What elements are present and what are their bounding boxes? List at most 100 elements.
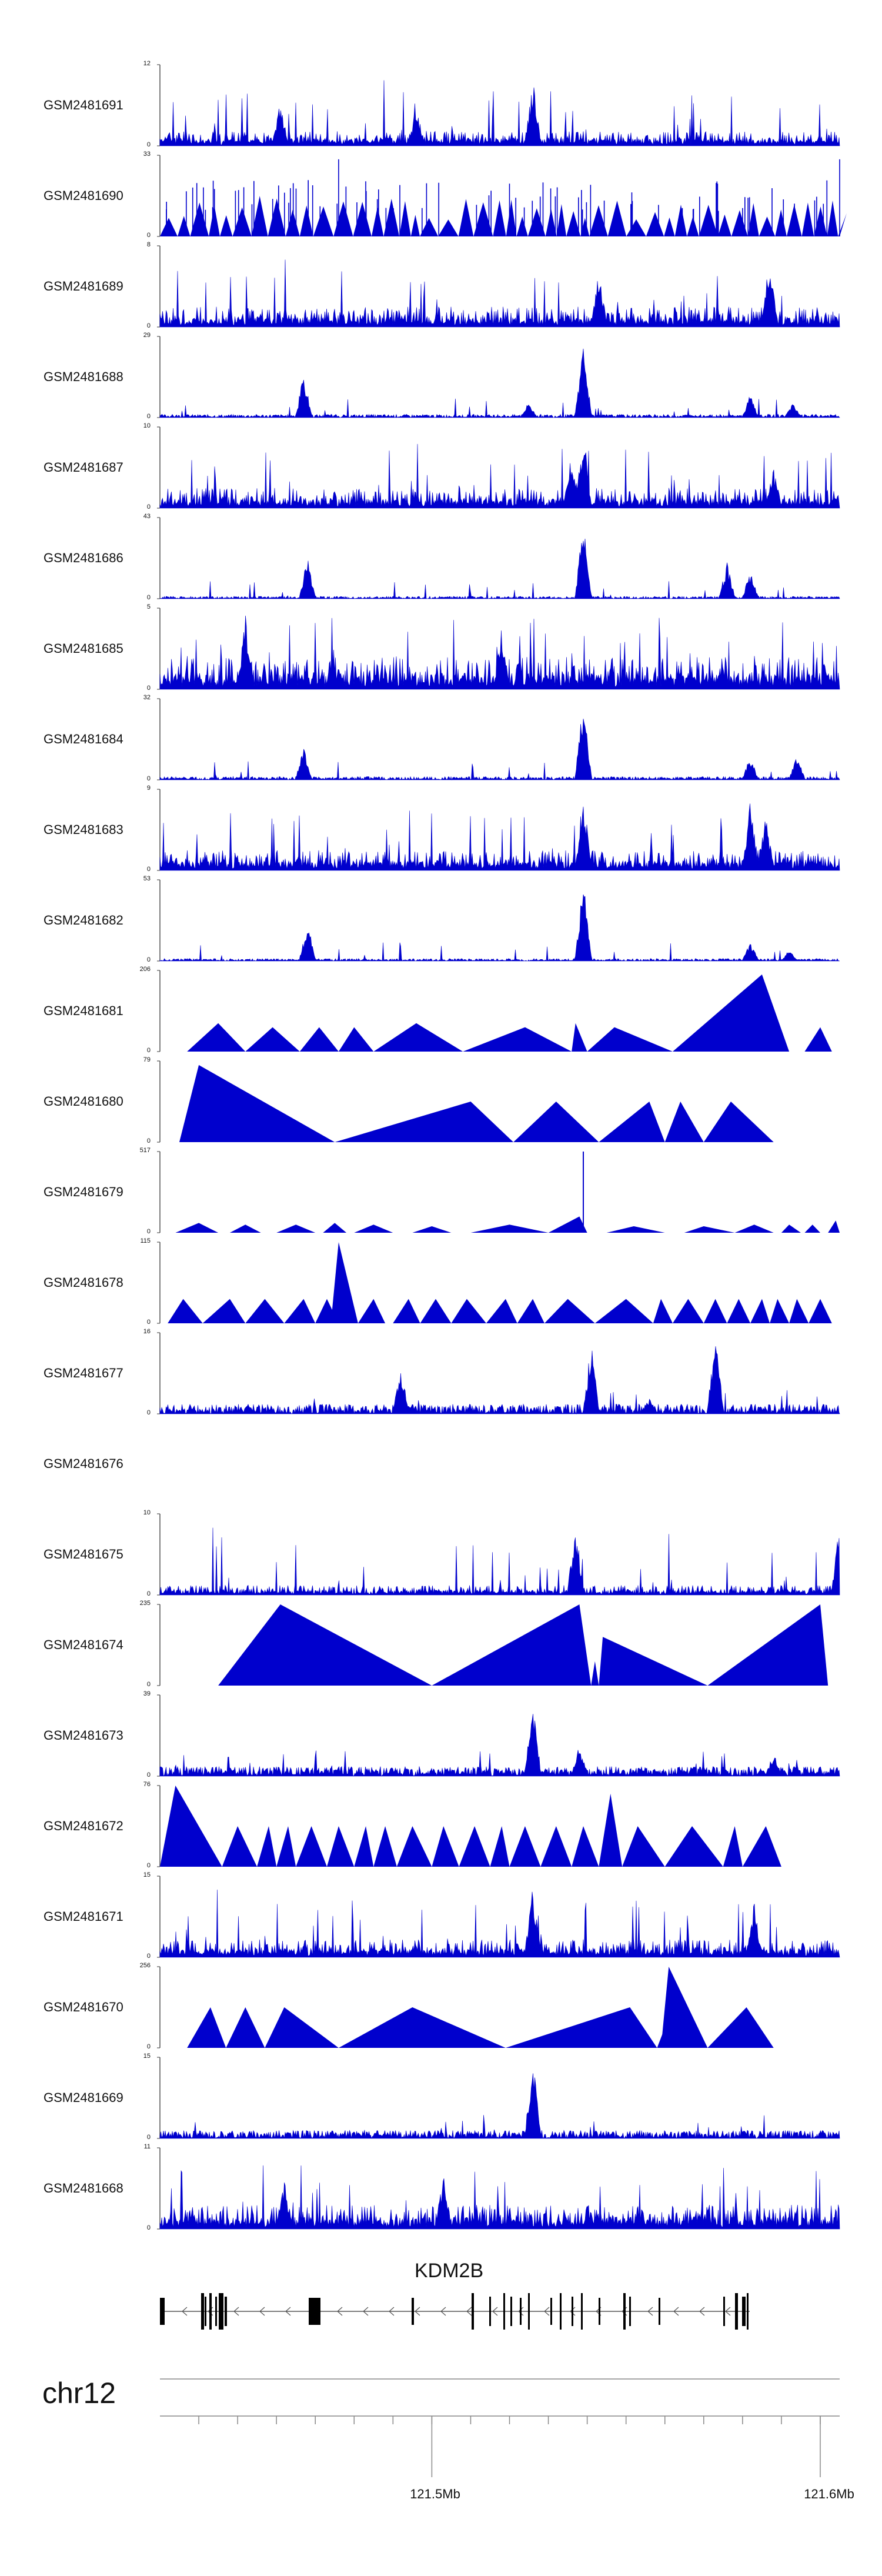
coverage-segment: [451, 1299, 486, 1323]
track-label: GSM2481691: [44, 98, 123, 112]
track-GSM2481684: [157, 698, 840, 780]
track-GSM2481691: [157, 64, 840, 146]
exon: [572, 2297, 573, 2326]
coverage-segment: [459, 1826, 490, 1867]
track-GSM2481679: [157, 1151, 840, 1233]
coverage-segment: [354, 1826, 374, 1867]
coverage-segment: [599, 1102, 665, 1142]
coverage-segment: [828, 1220, 840, 1233]
coverage-segment: [284, 1299, 316, 1323]
y-tick-max: 33: [143, 151, 151, 158]
coverage-segment: [296, 1826, 327, 1867]
coverage-spikes: [166, 159, 840, 236]
strand-arrow: [259, 2307, 265, 2316]
coverage-segment: [463, 1027, 572, 1052]
coverage-segment: [490, 1826, 510, 1867]
coverage-segment: [338, 2007, 506, 2048]
coverage-segment: [703, 1299, 727, 1323]
coverage-area: [159, 1346, 840, 1415]
coverage-area: [159, 1714, 840, 1777]
coverage-segment: [245, 1299, 285, 1323]
strand-arrow: [699, 2307, 705, 2316]
coverage-segment: [734, 1224, 774, 1233]
coverage-segment: [470, 1224, 549, 1233]
track-label: GSM2481687: [44, 460, 123, 475]
y-tick-zero: 0: [146, 1771, 151, 1778]
coverage-segment: [160, 1786, 222, 1867]
y-tick-zero: 0: [146, 2134, 151, 2141]
coverage-segment: [229, 1224, 261, 1233]
strand-arrow: [570, 2307, 576, 2316]
coverage-segment: [661, 1967, 708, 2048]
track-label: GSM2481681: [44, 1003, 123, 1018]
y-tick-zero: 0: [146, 413, 151, 420]
exon: [215, 2297, 217, 2326]
coverage-segment: [218, 1604, 432, 1686]
coverage-segment: [175, 1223, 219, 1233]
track-GSM2481673: [157, 1694, 840, 1777]
coverage-segment: [591, 1661, 599, 1686]
coverage-segment: [187, 1023, 246, 1052]
strand-arrow: [725, 2307, 731, 2316]
coverage-segment: [276, 1224, 316, 1233]
coverage-segment: [599, 1637, 708, 1686]
y-tick-zero: 0: [146, 685, 151, 692]
track-label: GSM2481683: [44, 822, 123, 837]
coverage-segment: [599, 1793, 623, 1867]
coverage-segment: [664, 1102, 704, 1142]
track-GSM2481687: [157, 426, 840, 509]
coverage-segment: [338, 1027, 374, 1052]
coverage-segment: [594, 1299, 653, 1323]
y-tick-max: 11: [143, 2143, 151, 2150]
coverage-area: [159, 803, 840, 871]
track-label: GSM2481668: [44, 2181, 123, 2195]
coverage-segment: [432, 1604, 592, 1686]
coverage-segment: [770, 1299, 790, 1323]
y-tick-zero: 0: [146, 1590, 151, 1597]
track-label: GSM2481670: [44, 2000, 123, 2014]
gene-name-label: KDM2B: [415, 2260, 484, 2282]
y-tick-max: 79: [143, 1056, 151, 1063]
y-tick-max: 115: [140, 1237, 151, 1244]
strand-arrow: [518, 2307, 524, 2316]
exon: [560, 2293, 562, 2330]
strand-arrow: [233, 2307, 239, 2316]
coverage-segment: [265, 2007, 339, 2048]
y-tick-zero: 0: [146, 2224, 151, 2231]
track-label: GSM2481678: [44, 1275, 123, 1290]
y-tick-max: 235: [139, 1600, 151, 1607]
exon: [205, 2297, 206, 2326]
y-tick-zero: 0: [146, 503, 151, 510]
y-tick-zero: 0: [146, 866, 151, 873]
track-label: GSM2481677: [44, 1366, 123, 1380]
y-tick-zero: 0: [146, 1953, 151, 1960]
strand-arrow: [389, 2307, 395, 2316]
y-tick-max: 15: [143, 1871, 151, 1878]
exon: [599, 2298, 600, 2325]
exon: [528, 2293, 530, 2330]
coverage-area: [159, 719, 840, 780]
track-label: GSM2481684: [44, 732, 123, 746]
exon: [659, 2298, 660, 2325]
y-tick-zero: 0: [146, 956, 151, 963]
y-tick-zero: 0: [146, 1047, 151, 1054]
strand-arrow: [415, 2307, 420, 2316]
coverage-segment: [789, 1299, 809, 1323]
coverage-segment: [168, 1299, 203, 1323]
y-tick-max: 5: [146, 603, 151, 610]
coverage-segment: [420, 1299, 452, 1323]
y-tick-zero: 0: [146, 1862, 151, 1869]
coverage-area: [159, 2073, 840, 2140]
coverage-segment: [513, 1102, 599, 1142]
track-label: GSM2481680: [44, 1094, 123, 1109]
y-tick-max: 8: [146, 241, 151, 248]
strand-arrow: [647, 2307, 653, 2316]
coverage-segment: [486, 1299, 517, 1323]
exon: [225, 2297, 227, 2326]
coverage-segment: [664, 1826, 723, 1867]
strand-arrow: [285, 2307, 291, 2316]
y-tick-zero: 0: [146, 1137, 151, 1144]
y-tick-zero: 0: [146, 232, 151, 239]
y-tick-max: 32: [143, 694, 151, 701]
coverage-segment: [505, 2007, 657, 2048]
